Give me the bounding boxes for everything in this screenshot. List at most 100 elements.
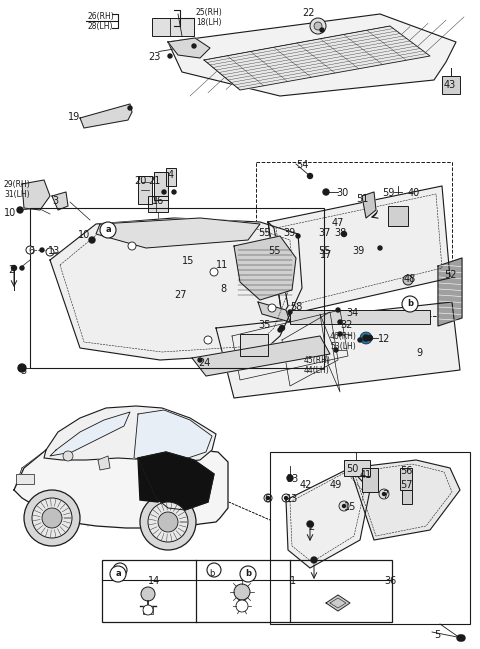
Circle shape [343, 504, 346, 508]
Polygon shape [138, 452, 214, 510]
Text: 32: 32 [340, 320, 352, 330]
Text: 27: 27 [174, 290, 187, 300]
Polygon shape [96, 218, 260, 248]
Circle shape [307, 314, 313, 320]
Circle shape [48, 251, 51, 254]
Bar [154, 172, 168, 200]
Circle shape [358, 338, 362, 342]
Text: 34: 34 [346, 308, 358, 318]
Circle shape [264, 494, 272, 502]
Bar [400, 468, 412, 490]
Circle shape [12, 265, 16, 271]
Circle shape [210, 268, 218, 276]
Circle shape [379, 314, 385, 320]
Bar [256, 162, 452, 316]
Circle shape [32, 498, 72, 538]
Text: 35: 35 [258, 320, 270, 330]
Polygon shape [98, 456, 110, 470]
Circle shape [310, 18, 326, 34]
Circle shape [143, 605, 153, 615]
Text: 31(LH): 31(LH) [4, 190, 30, 199]
Circle shape [28, 249, 32, 252]
Text: 37: 37 [318, 228, 330, 238]
Bar [442, 76, 460, 94]
Text: 15: 15 [182, 256, 194, 266]
Circle shape [402, 296, 418, 312]
Text: 22: 22 [302, 8, 314, 18]
Bar [138, 176, 152, 204]
Bar [402, 490, 412, 504]
Circle shape [320, 28, 324, 32]
Polygon shape [22, 180, 50, 210]
Circle shape [406, 278, 410, 282]
Bar [143, 606, 153, 614]
Text: 25(RH): 25(RH) [196, 8, 223, 17]
Polygon shape [268, 186, 450, 316]
Circle shape [343, 314, 349, 320]
Bar [445, 79, 457, 91]
Circle shape [128, 242, 136, 250]
Circle shape [311, 557, 317, 563]
Text: 26(RH): 26(RH) [88, 12, 115, 21]
Circle shape [368, 336, 372, 341]
Bar [388, 206, 408, 226]
Circle shape [24, 490, 80, 546]
Circle shape [280, 317, 286, 321]
Text: 43: 43 [444, 80, 456, 90]
Bar [240, 334, 268, 356]
Text: 46(RH): 46(RH) [330, 332, 357, 341]
Bar [290, 310, 430, 324]
Circle shape [236, 600, 248, 612]
Bar [240, 334, 268, 356]
Text: 15: 15 [344, 502, 356, 512]
Circle shape [459, 635, 465, 641]
Circle shape [403, 314, 409, 320]
Text: 20: 20 [134, 176, 146, 186]
Polygon shape [286, 468, 370, 568]
Circle shape [89, 237, 95, 243]
Circle shape [46, 248, 54, 256]
Bar [290, 310, 430, 324]
Bar [362, 468, 378, 492]
Text: 58: 58 [290, 302, 302, 312]
Circle shape [158, 512, 178, 532]
Polygon shape [14, 440, 228, 528]
Bar [154, 172, 168, 200]
Text: 38: 38 [334, 228, 346, 238]
Text: 55: 55 [318, 246, 331, 256]
Polygon shape [362, 192, 376, 218]
Circle shape [42, 508, 62, 528]
Circle shape [279, 326, 285, 330]
Circle shape [100, 222, 116, 238]
Circle shape [288, 310, 292, 314]
Circle shape [131, 245, 133, 247]
Text: 23: 23 [148, 52, 160, 62]
Bar [30, 208, 324, 368]
Circle shape [192, 44, 196, 48]
Circle shape [267, 267, 273, 273]
Circle shape [319, 314, 325, 320]
Circle shape [282, 494, 290, 502]
Circle shape [88, 116, 96, 124]
Circle shape [213, 271, 216, 273]
Circle shape [308, 173, 312, 178]
Bar [402, 490, 412, 504]
Text: 8: 8 [220, 284, 226, 294]
Text: 24: 24 [198, 358, 210, 368]
Text: a: a [115, 570, 121, 578]
Bar [148, 196, 168, 212]
Circle shape [148, 502, 188, 542]
Circle shape [271, 313, 276, 317]
Circle shape [457, 635, 463, 641]
Text: 3: 3 [52, 196, 58, 206]
Circle shape [271, 306, 274, 310]
Circle shape [278, 328, 282, 332]
Circle shape [331, 314, 337, 320]
Circle shape [268, 304, 276, 312]
Polygon shape [438, 258, 462, 326]
Text: 17: 17 [320, 250, 332, 260]
Text: 6: 6 [28, 246, 34, 256]
Text: 18(LH): 18(LH) [196, 18, 221, 27]
Circle shape [341, 232, 347, 236]
Text: 36: 36 [384, 576, 396, 586]
